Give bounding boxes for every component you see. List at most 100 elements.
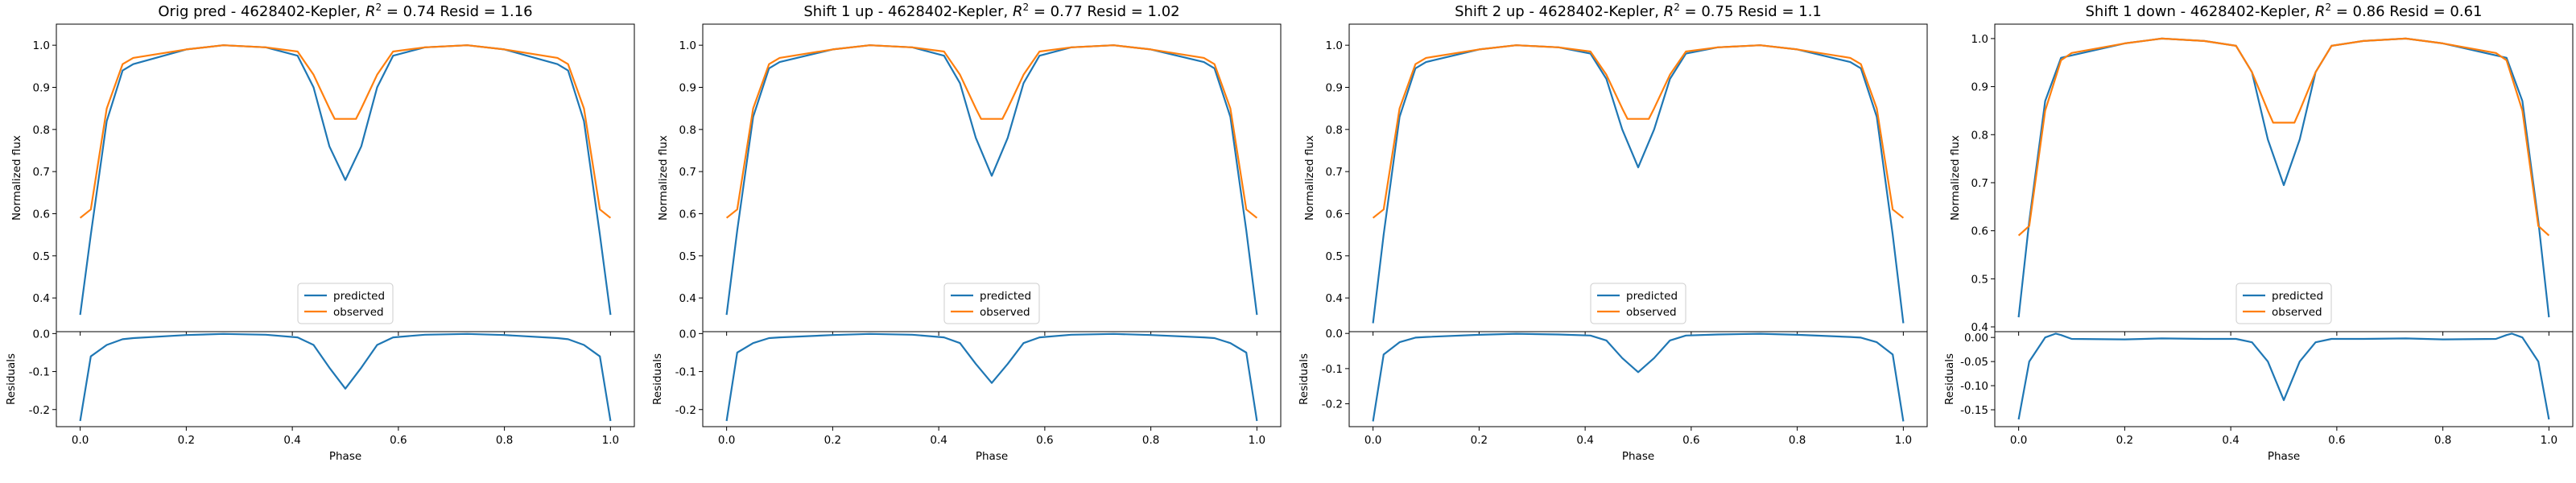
top-ytick-label: 0.9	[679, 81, 696, 94]
bottom-xtick-label: 0.4	[1576, 434, 1593, 447]
bottom-xtick-label: 1.0	[2541, 434, 2557, 447]
top-ylabel: Normalized flux	[1949, 135, 1962, 221]
bottom-ylabel: Residuals	[5, 353, 18, 405]
legend-label-predicted: predicted	[980, 290, 1031, 303]
series-line-predicted	[725, 44, 1258, 316]
bottom-ylabel: Residuals	[1943, 353, 1956, 405]
bottom-axes-frame	[702, 331, 1282, 427]
top-ytick-label: 0.9	[1326, 81, 1343, 94]
top-ylabel: Normalized flux	[10, 135, 23, 221]
title-r2-superscript: 2	[375, 2, 382, 13]
bottom-xtick-label: 0.2	[178, 434, 195, 447]
bottom-ylabel: Residuals	[1298, 353, 1311, 405]
series-line-predicted	[79, 44, 612, 316]
legend-label-predicted: predicted	[1626, 290, 1678, 303]
title-suffix: = 0.75 Resid = 1.1	[1680, 3, 1822, 20]
top-ytick-label: 0.6	[1326, 208, 1343, 221]
bottom-xtick-label: 0.0	[718, 434, 735, 447]
legend-label-predicted: predicted	[2272, 290, 2323, 303]
title-suffix: = 0.86 Resid = 0.61	[2331, 3, 2483, 20]
bottom-xtick-label: 0.4	[930, 434, 947, 447]
bottom-xtick-label: 0.8	[496, 434, 513, 447]
title-r2-superscript: 2	[1674, 2, 1680, 13]
series-line-observed	[1372, 44, 1905, 219]
bottom-xtick-label: 1.0	[1895, 434, 1912, 447]
bottom-ytick-label: -0.2	[1322, 398, 1343, 411]
top-ytick-label: 0.7	[33, 166, 50, 179]
bottom-xtick-label: 0.0	[1364, 434, 1381, 447]
series-line-observed	[2017, 37, 2550, 237]
bottom-xtick-label: 0.6	[2328, 434, 2345, 447]
bottom-xtick-label: 0.0	[72, 434, 89, 447]
top-ytick-label: 0.5	[33, 250, 50, 263]
bottom-ytick-label: 0.0	[679, 328, 696, 341]
top-ytick-label: 0.4	[1326, 292, 1343, 305]
bottom-ytick-label: -0.15	[1960, 404, 1988, 417]
chart-title: Orig pred - 4628402-Kepler, R2 = 0.74 Re…	[158, 2, 532, 20]
series-line-observed	[725, 44, 1258, 219]
legend-label-observed: observed	[333, 306, 384, 319]
top-ylabel: Normalized flux	[657, 135, 670, 221]
residual-line	[2017, 332, 2550, 420]
bottom-ytick-label: 0.0	[33, 328, 50, 341]
bottom-axes-frame	[1348, 331, 1928, 427]
bottom-ytick-label: -0.1	[29, 366, 50, 379]
bottom-xtick-label: 0.6	[1036, 434, 1053, 447]
bottom-ytick-label: -0.1	[675, 366, 696, 379]
title-prefix: Shift 1 down - 4628402-Kepler,	[2086, 3, 2315, 20]
top-ytick-label: 0.8	[1971, 129, 1988, 142]
top-ytick-label: 0.8	[1326, 124, 1343, 137]
top-ytick-label: 1.0	[1326, 39, 1343, 52]
legend-label-predicted: predicted	[333, 290, 385, 303]
top-ylabel: Normalized flux	[1303, 135, 1316, 221]
bottom-xtick-label: 0.4	[2222, 434, 2239, 447]
legend-box	[297, 283, 394, 324]
top-ytick-label: 0.9	[33, 81, 50, 94]
title-prefix: Orig pred - 4628402-Kepler,	[158, 3, 365, 20]
legend-label-observed: observed	[980, 306, 1030, 319]
top-ytick-label: 0.7	[1971, 177, 1988, 190]
title-r2-superscript: 2	[1022, 2, 1029, 13]
bottom-xtick-label: 0.8	[2434, 434, 2451, 447]
bottom-xtick-label: 0.0	[2010, 434, 2027, 447]
bottom-xtick-label: 0.4	[283, 434, 300, 447]
bottom-ytick-label: -0.1	[1322, 363, 1343, 376]
title-prefix: Shift 1 up - 4628402-Kepler,	[803, 3, 1013, 20]
bottom-ytick-label: 0.0	[1326, 328, 1343, 341]
bottom-axes-frame	[1994, 331, 2574, 427]
top-ytick-label: 0.5	[1326, 250, 1343, 263]
legend-box	[2235, 283, 2332, 324]
bottom-xtick-label: 1.0	[1249, 434, 1265, 447]
series-line-observed	[79, 44, 612, 219]
legend-box	[943, 283, 1040, 324]
top-ytick-label: 0.6	[679, 208, 696, 221]
bottom-xtick-label: 0.6	[1682, 434, 1699, 447]
chart-title: Shift 2 up - 4628402-Kepler, R2 = 0.75 R…	[1455, 2, 1822, 20]
top-ytick-label: 0.5	[1971, 273, 1988, 286]
bottom-ytick-label: -0.05	[1960, 356, 1988, 369]
bottom-ytick-label: -0.2	[675, 404, 696, 417]
bottom-ytick-label: 0.00	[1964, 332, 1988, 345]
title-suffix: = 0.77 Resid = 1.02	[1029, 3, 1180, 20]
bottom-ytick-label: -0.10	[1960, 380, 1988, 393]
chart-title: Shift 1 down - 4628402-Kepler, R2 = 0.86…	[2086, 2, 2483, 20]
bottom-xlabel: Phase	[2268, 450, 2300, 463]
bottom-xlabel: Phase	[329, 450, 361, 463]
top-ytick-label: 0.7	[1326, 166, 1343, 179]
bottom-ytick-label: -0.2	[29, 404, 50, 417]
top-ytick-label: 0.8	[33, 124, 50, 137]
residual-line	[79, 332, 612, 422]
title-r2-symbol: R	[1664, 3, 1674, 20]
chart-title: Shift 1 up - 4628402-Kepler, R2 = 0.77 R…	[803, 2, 1179, 20]
series-line-predicted	[1372, 44, 1905, 324]
residual-line	[1372, 332, 1905, 422]
subplot-2: Shift 1 up - 4628402-Kepler, R2 = 0.77 R…	[651, 2, 1282, 463]
residual-line	[725, 332, 1258, 422]
subplot-3: Shift 2 up - 4628402-Kepler, R2 = 0.75 R…	[1298, 2, 1928, 463]
bottom-xtick-label: 0.6	[390, 434, 407, 447]
bottom-xtick-label: 1.0	[602, 434, 619, 447]
bottom-xlabel: Phase	[976, 450, 1008, 463]
title-r2-symbol: R	[2315, 3, 2326, 20]
subplot-4: Shift 1 down - 4628402-Kepler, R2 = 0.86…	[1943, 2, 2574, 463]
legend: predicted observed	[943, 283, 1040, 324]
